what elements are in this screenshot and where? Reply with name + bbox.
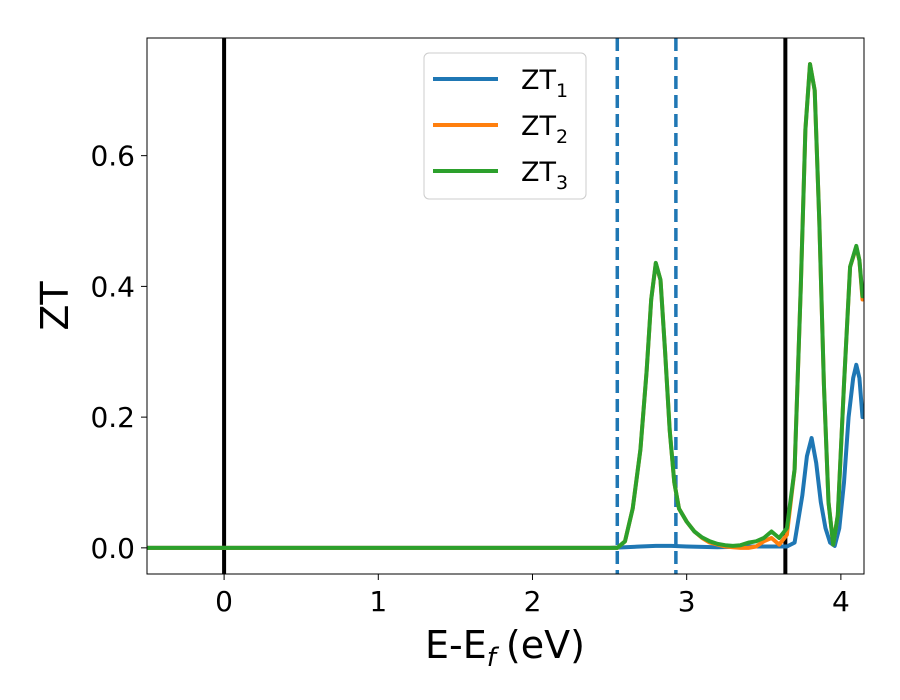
y-tick-label: 0.2	[90, 401, 135, 434]
x-tick-label: 4	[832, 585, 850, 618]
y-axis-label: ZT	[33, 281, 77, 331]
x-axis-label-unit: (eV)	[506, 623, 585, 667]
plot-frame	[146, 37, 865, 575]
series-lines	[147, 62, 864, 550]
x-axis-label: E-Ef (eV)	[425, 623, 585, 673]
x-tick-label: 3	[678, 585, 696, 618]
legend-box	[423, 52, 587, 200]
y-tick-label: 0.4	[90, 270, 135, 303]
series-line-zt3	[147, 62, 864, 550]
legend-label-1: ZT1	[521, 65, 568, 102]
legend: ZT1 ZT2 ZT3	[423, 52, 587, 200]
x-tick-label: 0	[215, 585, 233, 618]
x-axis-label-subscript: f	[487, 643, 500, 673]
y-axis-ticks: 0.0 0.2 0.4 0.6	[90, 140, 147, 565]
y-tick-label: 0.0	[90, 532, 135, 565]
legend-label-2: ZT2	[521, 111, 568, 148]
y-tick-label: 0.6	[90, 140, 135, 173]
series-line-zt1	[147, 362, 864, 550]
x-tick-label: 1	[369, 585, 387, 618]
x-tick-label: 2	[524, 585, 542, 618]
x-axis-ticks: 0 1 2 3 4	[215, 574, 850, 618]
legend-label-3: ZT3	[521, 157, 568, 194]
